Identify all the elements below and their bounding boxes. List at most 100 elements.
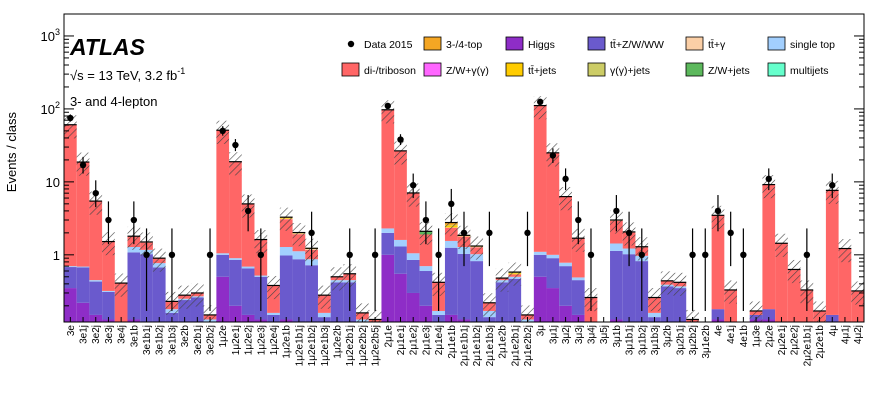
x-tick-label-3: 3e3j xyxy=(104,325,115,344)
legend-swatch-4 xyxy=(685,36,704,51)
data-point-9 xyxy=(232,141,239,149)
uncertainty-cat-21 xyxy=(330,267,344,291)
y-tick-exp: 3 xyxy=(55,27,60,37)
data-point-8 xyxy=(219,127,226,135)
legend-swatch-3 xyxy=(587,36,606,51)
y-tick-base: 10 xyxy=(41,29,55,44)
x-tick-label-19: 1μ2e1b2j xyxy=(307,325,318,366)
bar-segment-cat-16-s2 xyxy=(267,312,280,315)
data-point-26 xyxy=(562,175,569,183)
data-point-20 xyxy=(448,200,455,208)
x-tick-label-37: 3μ xyxy=(536,325,547,337)
bar-segment-cat-25-s0 xyxy=(381,254,395,322)
uncertainty-cat-0 xyxy=(64,115,77,139)
legend-label-4: tt̄+γ xyxy=(708,39,726,51)
bar-segment-cat-37-s2 xyxy=(533,251,547,255)
x-tick-label-50: 3μ1e2b xyxy=(701,325,712,359)
x-tick-label-9: 3e2b xyxy=(180,325,191,348)
data-point-22 xyxy=(486,229,493,237)
x-tick-label-5: 3e1b xyxy=(129,325,140,348)
x-tick-label-43: 3μ1b xyxy=(612,325,623,348)
legend-label-7: Z/W+γ(γ) xyxy=(446,65,489,77)
x-tick-label-35: 2μ1e2b1j xyxy=(510,325,521,366)
bar-segment-cat-21-s1 xyxy=(330,282,344,322)
bar-segment-cat-1-s3 xyxy=(76,162,90,267)
bar-segment-cat-26-s2 xyxy=(394,239,407,247)
uncertainty-cat-11 xyxy=(203,305,217,322)
bar-segment-cat-46-s2 xyxy=(648,312,661,318)
x-tick-label-8: 3e1b3j xyxy=(167,325,178,355)
x-tick-label-52: 4e1j xyxy=(726,325,737,344)
x-tick-label-16: 1μ2e4j xyxy=(269,325,280,355)
x-tick-label-7: 3e1b2j xyxy=(155,325,166,355)
y-tick-base: 10 xyxy=(46,175,60,190)
data-point-38 xyxy=(803,251,811,259)
atlas-label: ATLAS xyxy=(69,34,146,60)
bar-segment-cat-43-s1 xyxy=(610,250,623,320)
x-tick-label-18: 1μ2e1b1j xyxy=(294,325,305,366)
bar-segment-cat-38-s1 xyxy=(546,258,560,289)
x-tick-label-29: 2μ1e4j xyxy=(434,325,445,355)
x-tick-label-45: 3μ1b2j xyxy=(637,325,648,355)
x-tick-label-26: 2μ1e1j xyxy=(396,325,407,355)
data-point-18 xyxy=(422,216,430,224)
data-point-7 xyxy=(206,251,214,259)
legend-label-11: multijets xyxy=(790,65,829,77)
uncertainty-cat-34 xyxy=(495,268,509,292)
uncertainty-cat-17 xyxy=(279,207,293,231)
data-point-34 xyxy=(714,207,722,215)
x-tick-label-11: 3e2b2j xyxy=(206,325,217,355)
uncertainty-cat-59 xyxy=(813,301,826,322)
uncertainty-cat-57 xyxy=(787,259,801,284)
x-tick-label-62: 4μ2j xyxy=(853,325,864,344)
legend-marker-0 xyxy=(347,40,355,48)
bar-segment-cat-37-s3 xyxy=(533,105,547,252)
bar-segment-cat-18-s1 xyxy=(292,259,306,322)
x-tick-label-38: 3μ1j xyxy=(548,325,559,344)
uncertainty-cat-30 xyxy=(444,213,458,237)
bar-segment-cat-27-s2 xyxy=(406,253,420,260)
data-point-10 xyxy=(244,207,252,215)
x-tick-label-22: 1μ2e2b1j xyxy=(345,325,356,366)
data-point-14 xyxy=(371,251,379,259)
bar-segment-cat-61-s3 xyxy=(838,248,852,322)
x-tick-label-47: 3μ2b xyxy=(663,325,674,348)
x-tick-label-61: 4μ1j xyxy=(840,325,851,344)
data-point-28 xyxy=(587,251,595,259)
uncertainty-cat-48 xyxy=(673,272,687,296)
data-point-3 xyxy=(105,216,112,224)
bar-segment-cat-29-s2 xyxy=(432,310,445,315)
x-tick-label-2: 3e2j xyxy=(91,325,102,344)
bar-segment-cat-51-s1 xyxy=(711,309,725,320)
bar-segment-cat-27-s1 xyxy=(406,259,420,293)
bar-segment-cat-3-s2 xyxy=(102,290,115,292)
legend: Data 2015 3-/4-top Higgs tt̄+Z/W/WW tt̄+γ sin… xyxy=(341,36,835,77)
bar-segment-cat-2-s2 xyxy=(89,280,103,282)
bar-segment-cat-39-s3 xyxy=(559,196,572,263)
data-point-25 xyxy=(549,152,557,159)
x-tick-label-55: 2μ2e xyxy=(764,325,775,348)
x-tick-label-54: 1μ3e xyxy=(752,325,763,348)
y-axis-title: Events / class xyxy=(4,112,19,193)
y-tick-base: 1 xyxy=(53,248,60,263)
x-tick-label-49: 3μ2b2j xyxy=(688,325,699,355)
bar-segment-cat-37-s1 xyxy=(533,254,547,277)
x-tick-label-58: 2μ2e1b1j xyxy=(802,325,813,366)
x-tick-label-23: 1μ2e2b2j xyxy=(358,325,369,366)
bar-segment-cat-19-s1 xyxy=(305,265,318,322)
bar-segment-cat-0-s3 xyxy=(64,124,77,267)
bar-segment-cat-38-s3 xyxy=(546,152,560,255)
data-point-13 xyxy=(346,251,353,259)
selection-label: 3- and 4-lepton xyxy=(70,94,157,109)
uncertainty-cat-56 xyxy=(775,233,788,257)
uncertainty-cat-39 xyxy=(559,187,572,211)
bar-segment-cat-31-s1 xyxy=(457,253,471,320)
bar-segment-cat-28-s2 xyxy=(419,266,433,272)
energy-label: √s = 13 TeV, 3.2 fb-1 xyxy=(70,66,185,83)
legend-label-8: tt̄+jets xyxy=(528,65,556,77)
x-tick-label-25: 2μ1e xyxy=(383,325,394,348)
y-tick-label-0: 1 xyxy=(53,248,60,263)
bar-segment-cat-37-s0 xyxy=(533,276,547,322)
x-tick-label-41: 3μ4j xyxy=(586,325,597,344)
